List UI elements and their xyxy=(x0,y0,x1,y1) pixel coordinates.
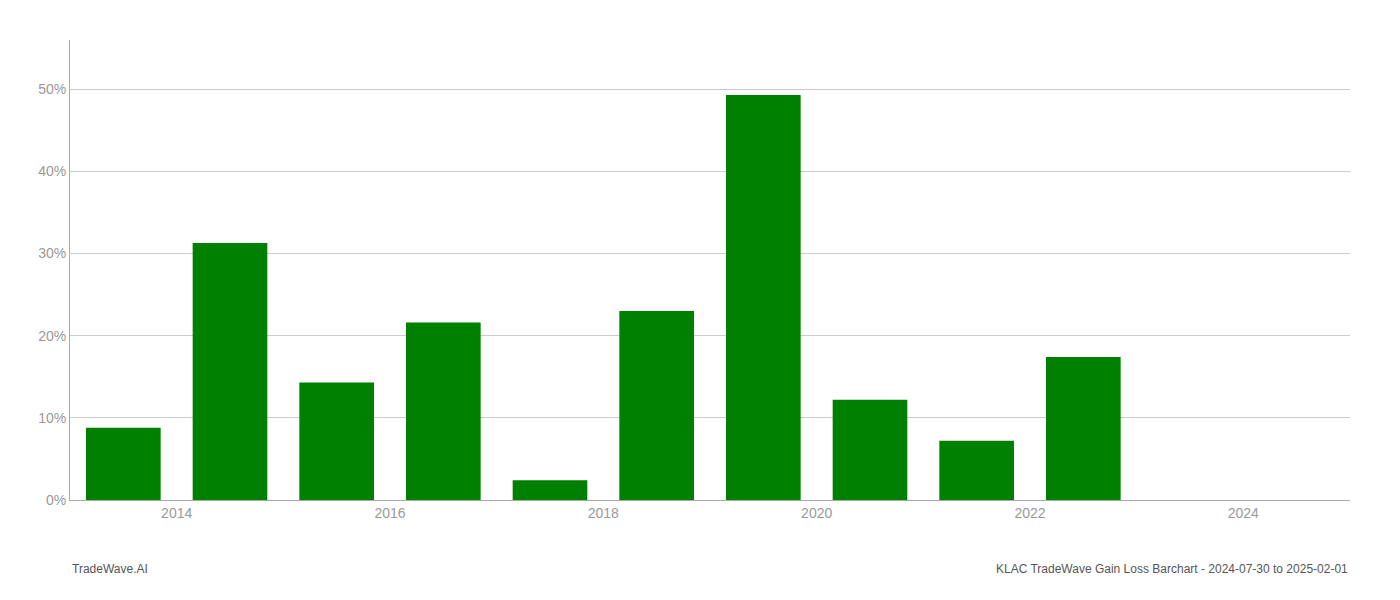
svg-text:50%: 50% xyxy=(38,81,66,97)
svg-text:20%: 20% xyxy=(38,328,66,344)
svg-text:2016: 2016 xyxy=(374,505,405,521)
svg-text:KLAC TradeWave Gain Loss Barch: KLAC TradeWave Gain Loss Barchart - 2024… xyxy=(996,562,1348,576)
svg-text:40%: 40% xyxy=(38,163,66,179)
svg-text:2020: 2020 xyxy=(801,505,832,521)
svg-text:2014: 2014 xyxy=(161,505,192,521)
svg-text:2022: 2022 xyxy=(1014,505,1045,521)
svg-text:30%: 30% xyxy=(38,245,66,261)
svg-text:2024: 2024 xyxy=(1228,505,1259,521)
svg-text:0%: 0% xyxy=(46,492,66,508)
svg-text:TradeWave.AI: TradeWave.AI xyxy=(72,562,148,576)
svg-text:2018: 2018 xyxy=(588,505,619,521)
svg-text:10%: 10% xyxy=(38,410,66,426)
